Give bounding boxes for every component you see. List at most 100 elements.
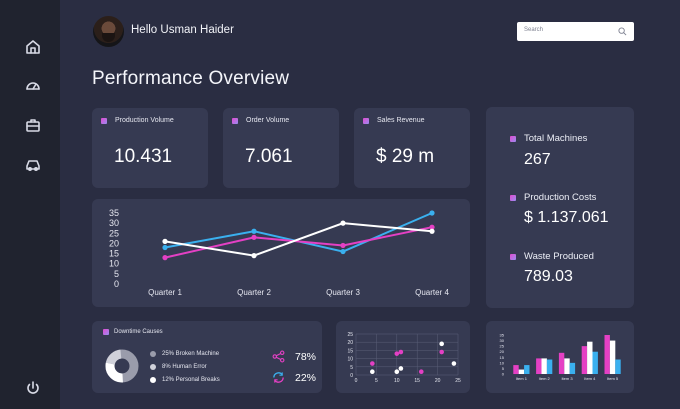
y-tick-label: 25: [109, 228, 119, 238]
y-tick-label: 5: [114, 269, 119, 279]
kpi-card-order-volume: Order Volume 7.061: [223, 108, 339, 188]
bar: [518, 369, 525, 374]
y-tick-label: 20: [347, 340, 353, 346]
downtime-stat: 78%: [295, 350, 317, 363]
summary-value: 789.03: [524, 268, 573, 285]
bar: [609, 340, 616, 374]
downtime-stat: 22%: [295, 371, 317, 384]
summary-label: Waste Produced: [524, 251, 594, 262]
sidebar: [0, 0, 60, 409]
share-icon: [272, 350, 285, 363]
data-point: [340, 248, 346, 255]
x-tick-label: Item 4: [584, 376, 596, 381]
search-input[interactable]: Search: [517, 22, 634, 41]
scatter-point: [370, 369, 375, 375]
refresh-icon: [273, 372, 284, 383]
data-point: [429, 224, 435, 230]
dashboard-gauge-icon[interactable]: [22, 74, 44, 96]
y-tick-label: 20: [500, 349, 505, 354]
bar: [513, 365, 519, 374]
kpi-label: Production Volume: [115, 117, 174, 124]
x-tick-label: 15: [414, 378, 420, 384]
bar-chart-card: 0 5 10 15 20 25 30 35 Item 1 Item 2 Item 3 Item 4 It…: [486, 321, 634, 393]
line-chart-card: 0 5 10 15 20 25 30 35 Quarter 1 Quarter 2 Quarter …: [92, 199, 470, 307]
scatter-point: [439, 341, 444, 347]
home-icon[interactable]: [22, 36, 44, 58]
x-tick-label: Item 1: [516, 376, 528, 381]
y-tick-label: 15: [347, 348, 353, 354]
x-tick-label: Quarter 3: [326, 288, 360, 297]
summary-card: Total Machines 267 Production Costs $ 1.…: [486, 107, 634, 308]
donut-segment-personal-breaks: [105, 349, 139, 383]
scatter-point: [394, 351, 400, 356]
summary-label: Total Machines: [524, 133, 588, 144]
series-line: [164, 212, 433, 253]
avatar[interactable]: [93, 16, 124, 47]
search-icon[interactable]: [618, 27, 627, 36]
scatter-point: [394, 369, 400, 375]
legend-dot: [150, 364, 156, 370]
series-line: [164, 222, 433, 257]
bar: [615, 359, 621, 374]
y-tick-label: 35: [109, 208, 119, 218]
bar: [541, 358, 547, 374]
scatter-point: [370, 361, 375, 366]
data-point: [340, 220, 346, 226]
x-tick-label: Item 5: [607, 376, 619, 381]
search-placeholder: Search: [524, 27, 544, 33]
car-icon[interactable]: [22, 153, 44, 175]
y-tick-label: 10: [500, 360, 505, 365]
legend-square: [363, 117, 369, 124]
summary-value: 267: [524, 151, 551, 168]
y-tick-label: 20: [109, 238, 119, 248]
bar: [536, 358, 542, 374]
downtime-item: 12% Personal Breaks: [162, 377, 220, 383]
bar: [587, 341, 593, 374]
bar: [604, 335, 610, 374]
x-tick-label: 20: [435, 378, 441, 384]
data-point: [251, 228, 257, 234]
scatter-point: [418, 369, 424, 375]
y-tick-label: 5: [350, 365, 353, 371]
downtime-item: 25% Broken Machine: [162, 351, 220, 357]
greeting-text: Hello Usman Haider: [131, 24, 234, 36]
downtime-card: Downtime Causes 25% Broken Machine 8% Hu…: [92, 321, 322, 393]
y-tick-label: 0: [502, 372, 505, 377]
data-point: [162, 255, 168, 261]
legend-square: [510, 135, 516, 142]
x-tick-label: Item 2: [539, 376, 551, 381]
donut-chart: [105, 349, 139, 383]
briefcase-icon[interactable]: [22, 114, 44, 136]
scatter-point: [398, 349, 404, 355]
scatter-chart-card: 0 5 10 15 20 25 0 5 10 15 20 25: [336, 321, 470, 393]
y-tick-label: 30: [109, 218, 119, 228]
kpi-card-production-volume: Production Volume 10.431: [92, 108, 208, 188]
legend-dot: [150, 351, 156, 357]
page-title: Performance Overview: [92, 68, 290, 89]
kpi-label: Sales Revenue: [377, 117, 425, 124]
x-tick-label: Quarter 4: [415, 288, 449, 297]
y-tick-label: 10: [109, 259, 119, 269]
bar: [592, 351, 598, 374]
y-tick-label: 0: [114, 279, 119, 289]
x-tick-label: 10: [394, 378, 400, 384]
y-tick-label: 0: [350, 373, 353, 379]
power-icon[interactable]: [22, 377, 44, 399]
series-line: [164, 226, 433, 259]
x-tick-label: Quarter 1: [148, 288, 182, 297]
kpi-value: $ 29 m: [376, 146, 435, 167]
downtime-title: Downtime Causes: [114, 329, 163, 335]
scatter-point: [398, 366, 404, 371]
scatter-point: [451, 361, 457, 366]
y-tick-label: 25: [500, 344, 505, 349]
x-tick-label: 0: [355, 378, 358, 384]
legend-square: [510, 253, 516, 260]
kpi-value: 7.061: [245, 146, 293, 167]
x-tick-label: 25: [455, 378, 461, 384]
summary-label: Production Costs: [524, 192, 597, 203]
kpi-value: 10.431: [114, 146, 173, 167]
y-tick-label: 15: [500, 355, 505, 360]
data-point: [340, 242, 346, 249]
